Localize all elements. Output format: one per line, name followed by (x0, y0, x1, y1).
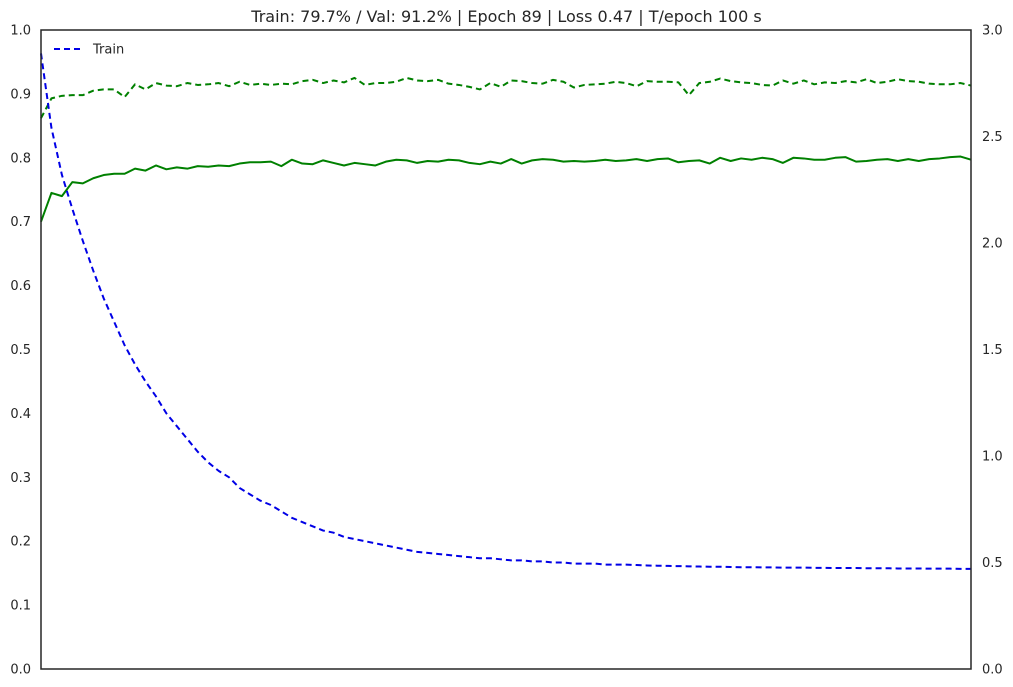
y-tick-label: 0.9 (10, 87, 31, 102)
y2-tick-label: 2.0 (982, 237, 1003, 252)
y-tick-label: 0.0 (10, 663, 31, 678)
y-tick-label: 0.3 (10, 471, 31, 486)
y-tick-label: 0.8 (10, 151, 31, 166)
axes-layer: 0.0 0.1 0.2 0.3 0.4 0.5 0.6 0.7 0.8 0.9 1.0 0.0 0.5 1… (10, 24, 1002, 678)
y2-tick-label: 2.5 (982, 130, 1003, 145)
y-tick-label: 1.0 (10, 24, 31, 39)
y-tick-label: 0.1 (10, 599, 31, 614)
series-line-2 (40, 76, 972, 119)
y-tick-label: 0.2 (10, 535, 31, 550)
y-tick-label: 0.7 (10, 215, 31, 230)
y-tick-label: 0.5 (10, 343, 31, 358)
y2-tick-label: 1.5 (982, 343, 1003, 358)
y-tick-label: 0.6 (10, 279, 31, 294)
series-line-1 (40, 155, 972, 223)
chart-title: Train: 79.7% / Val: 91.2% | Epoch 89 | L… (251, 7, 762, 26)
legend: Train (54, 43, 124, 58)
series-line-3 (40, 53, 971, 570)
y2-tick-label: 0.5 (982, 556, 1003, 571)
legend-label: Train (92, 43, 124, 58)
y2-tick-label: 0.0 (982, 663, 1003, 678)
y2-tick-label: 3.0 (982, 24, 1003, 39)
plot-frame (40, 29, 972, 670)
series-layer (40, 53, 972, 570)
y-tick-label: 0.4 (10, 407, 31, 422)
y2-tick-label: 1.0 (982, 450, 1003, 465)
